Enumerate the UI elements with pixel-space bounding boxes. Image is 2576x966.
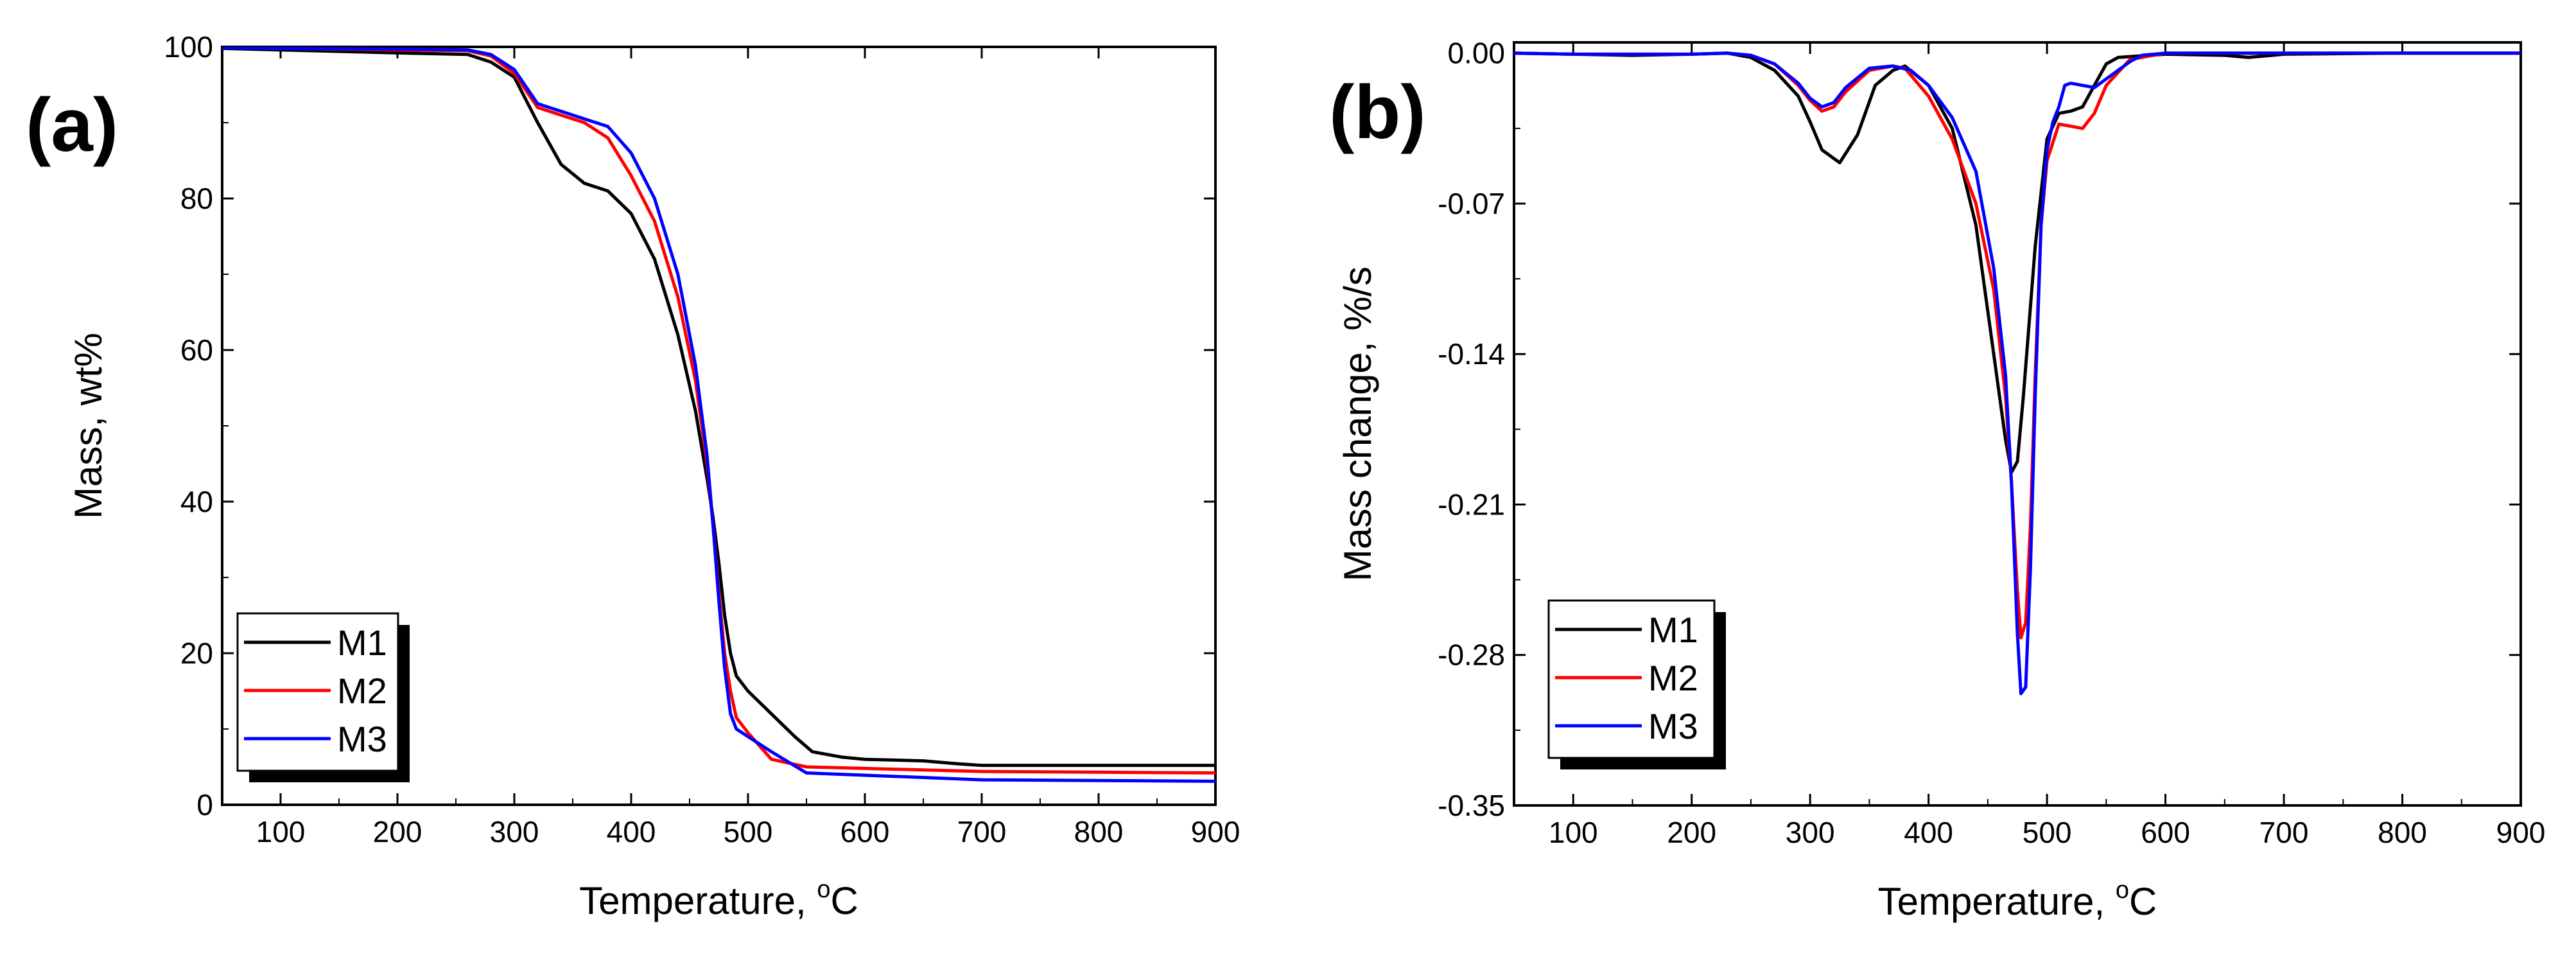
legend-label-m2: M2: [337, 671, 387, 711]
y-tick-label: -0.35: [1438, 789, 1505, 822]
y-tick-label: 60: [180, 333, 213, 367]
y-axis-label: Mass change, %/s: [1336, 267, 1379, 581]
panel-label: (a): [26, 83, 118, 168]
y-tick-label: 80: [180, 182, 213, 215]
x-tick-label: 600: [2141, 816, 2190, 849]
x-tick-label: 100: [1549, 816, 1598, 849]
y-tick-label: 0: [196, 788, 213, 821]
x-tick-label: 500: [2023, 816, 2072, 849]
legend-label-m1: M1: [1648, 610, 1698, 650]
x-tick-label: 300: [1786, 816, 1835, 849]
y-tick-label: 0.00: [1447, 37, 1505, 70]
y-tick-label: 100: [164, 30, 213, 64]
x-tick-label: 400: [1904, 816, 1953, 849]
series-line-m3: [222, 47, 1215, 783]
x-tick-label: 400: [607, 815, 656, 848]
y-tick-label: -0.21: [1438, 487, 1505, 521]
y-tick-label: -0.14: [1438, 337, 1505, 371]
x-axis-label: Temperature, oC: [579, 876, 858, 922]
y-axis-label: Mass, wt%: [67, 333, 110, 519]
chart-panel-a: 100 200 300 400 500 600 700 800 900 0 20 40 60 80 100 T…: [26, 30, 1240, 922]
x-tick-label: 100: [256, 815, 306, 848]
x-tick-label: 900: [2496, 816, 2546, 849]
x-tick-label: 500: [724, 815, 773, 848]
y-tick-label: -0.07: [1438, 187, 1505, 220]
y-tick-label: -0.28: [1438, 638, 1505, 672]
legend-label-m1: M1: [337, 622, 387, 663]
y-tick-label: 20: [180, 637, 213, 670]
x-tick-label: 300: [490, 815, 539, 848]
x-tick-label: 200: [373, 815, 422, 848]
panel-label: (b): [1329, 70, 1426, 155]
legend-label-m2: M2: [1648, 658, 1698, 698]
x-tick-label: 600: [840, 815, 890, 848]
x-tick-label: 700: [957, 815, 1007, 848]
x-axis-label: Temperature, oC: [1878, 877, 2157, 923]
legend-label-m3: M3: [1648, 706, 1698, 746]
x-tick-label: 800: [1074, 815, 1124, 848]
series-line-m3: [1514, 51, 2521, 696]
x-tick-label: 200: [1667, 816, 1716, 849]
legend-label-m3: M3: [337, 719, 387, 759]
y-tick-label: 40: [180, 485, 213, 518]
x-tick-label: 700: [2259, 816, 2309, 849]
chart-panel-b: 100 200 300 400 500 600 700 800 900 0.00 -0.07 -0.1…: [1329, 37, 2545, 923]
x-tick-label: 800: [2378, 816, 2427, 849]
x-tick-label: 900: [1191, 815, 1240, 848]
